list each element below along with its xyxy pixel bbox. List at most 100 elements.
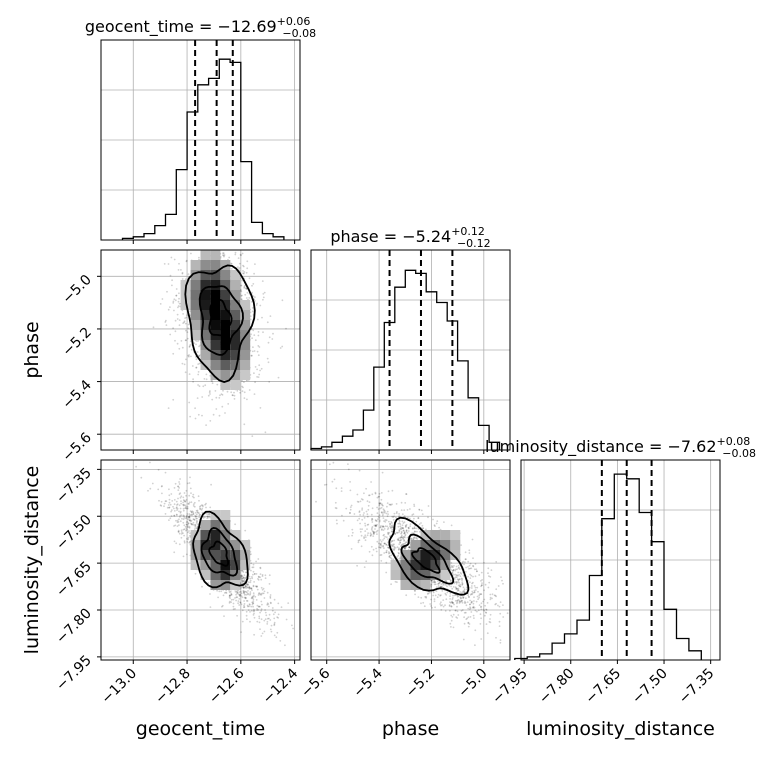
scatter-point xyxy=(497,585,500,587)
scatter-point xyxy=(197,373,200,376)
scatter-point xyxy=(167,504,170,506)
scatter-point xyxy=(205,378,208,381)
scatter-point xyxy=(182,514,185,517)
scatter-point xyxy=(456,574,458,576)
scatter-point xyxy=(169,274,172,277)
scatter-point xyxy=(393,539,396,542)
scatter-point xyxy=(373,531,376,534)
scatter-point xyxy=(376,506,378,509)
scatter-point xyxy=(462,574,465,577)
scatter-point xyxy=(475,568,478,571)
scatter-point xyxy=(254,366,257,368)
scatter-point xyxy=(261,575,264,577)
scatter-point xyxy=(230,391,233,394)
scatter-point xyxy=(468,552,471,554)
scatter-point xyxy=(391,515,394,518)
scatter-point xyxy=(251,350,254,353)
scatter-point xyxy=(240,298,243,300)
scatter-point xyxy=(433,583,436,586)
scatter-point xyxy=(181,346,184,349)
scatter-point xyxy=(171,500,174,502)
scatter-point xyxy=(186,541,189,543)
scatter-point xyxy=(247,590,249,592)
scatter-point xyxy=(258,615,261,618)
scatter-point xyxy=(425,595,428,598)
scatter-point xyxy=(379,542,382,545)
y-tick-label-luminosity_distance: −7.95 xyxy=(53,652,95,694)
x-tick-label-phase: −5.4 xyxy=(351,665,386,700)
scatter-point xyxy=(394,580,397,583)
scatter-point xyxy=(245,593,248,596)
scatter-point xyxy=(200,509,203,511)
scatter-point xyxy=(190,513,193,516)
scatter-point xyxy=(252,295,255,298)
scatter-point xyxy=(250,569,252,572)
scatter-point xyxy=(450,524,453,527)
scatter-point xyxy=(385,536,388,539)
scatter-point xyxy=(216,383,219,386)
scatter-point xyxy=(439,581,441,584)
scatter-point xyxy=(167,407,170,409)
scatter-point xyxy=(472,557,474,560)
scatter-point xyxy=(359,530,362,533)
scatter-point xyxy=(396,511,398,513)
scatter-point xyxy=(502,582,504,585)
density-cell xyxy=(440,560,451,570)
scatter-point xyxy=(454,609,457,612)
scatter-point xyxy=(281,299,284,302)
scatter-point xyxy=(199,508,202,511)
scatter-point xyxy=(188,535,191,537)
scatter-point xyxy=(409,517,411,520)
scatter-point xyxy=(440,594,442,596)
scatter-point xyxy=(379,546,382,549)
scatter-point xyxy=(410,537,412,540)
scatter-point xyxy=(489,613,492,616)
scatter-point xyxy=(198,355,201,357)
scatter-point xyxy=(379,507,382,510)
density-cell xyxy=(210,550,221,560)
density-cell xyxy=(230,370,241,380)
density-cell xyxy=(210,360,221,370)
scatter-point xyxy=(195,515,198,518)
density-cell xyxy=(420,530,431,540)
scatter-point xyxy=(180,531,183,533)
scatter-point xyxy=(374,525,377,528)
scatter-point xyxy=(383,528,386,530)
scatter-point xyxy=(188,513,191,515)
scatter-point xyxy=(177,269,180,271)
scatter-point xyxy=(469,599,471,602)
scatter-point xyxy=(478,593,481,595)
scatter-point xyxy=(455,576,458,579)
scatter-point xyxy=(459,591,462,593)
scatter-point xyxy=(253,608,255,611)
scatter-point xyxy=(243,580,245,583)
scatter-point xyxy=(368,501,371,503)
scatter-point xyxy=(476,570,478,573)
scatter-point xyxy=(421,527,424,530)
scatter-point xyxy=(475,600,478,603)
scatter-point xyxy=(468,567,470,570)
scatter-point xyxy=(244,577,247,580)
scatter-point xyxy=(469,581,471,584)
scatter-point xyxy=(378,516,381,519)
scatter-point xyxy=(387,513,389,515)
scatter-point xyxy=(362,514,365,516)
scatter-point xyxy=(413,589,416,592)
scatter-point xyxy=(384,535,386,538)
scatter-point xyxy=(232,394,234,397)
scatter-point xyxy=(397,548,400,551)
density-cell xyxy=(230,330,241,340)
scatter-point xyxy=(176,318,179,320)
scatter-point xyxy=(233,391,235,394)
scatter-point xyxy=(398,539,401,542)
scatter-point xyxy=(232,598,235,601)
scatter-point xyxy=(448,604,451,606)
scatter-point xyxy=(254,263,256,265)
scatter-point xyxy=(388,520,390,523)
scatter-point xyxy=(481,584,483,586)
contour-phase-luminosity_distance-0 xyxy=(388,516,470,596)
density-cell xyxy=(230,530,241,540)
scatter-point xyxy=(474,609,477,612)
scatter-point xyxy=(378,502,381,505)
